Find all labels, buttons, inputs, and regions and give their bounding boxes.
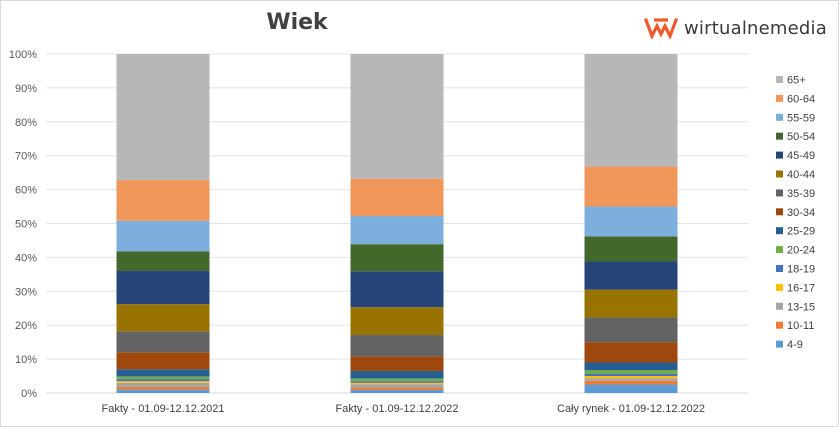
bar-segment [584, 261, 678, 290]
legend-swatch [776, 321, 783, 329]
legend-swatch [776, 94, 783, 102]
bar-segment [350, 356, 444, 371]
brand-name: wirtualnemedia [684, 17, 827, 39]
bar-segment [116, 220, 210, 252]
legend-swatch [776, 170, 783, 178]
legend-swatch [776, 302, 783, 310]
legend-swatch [776, 340, 783, 348]
legend-swatch [776, 227, 783, 235]
x-category-label: Fakty - 01.09-12.12.2021 [102, 403, 225, 415]
legend-label: 4-9 [787, 339, 803, 351]
chart-title: Wiek [266, 10, 328, 35]
y-tick-label: 50% [15, 219, 37, 231]
bar-segment [584, 362, 678, 371]
legend-swatch [776, 151, 783, 159]
y-tick-label: 70% [15, 151, 37, 163]
legend-label: 45-49 [787, 150, 815, 162]
bar-segment [350, 370, 444, 379]
y-tick-label: 20% [15, 320, 37, 332]
y-tick-label: 80% [15, 117, 37, 129]
legend-swatch [776, 208, 783, 216]
bar-segment [584, 54, 678, 167]
bar-segment [116, 251, 210, 271]
bar-segment [116, 379, 210, 382]
legend-label: 55-59 [787, 112, 815, 124]
legend-label: 16-17 [787, 282, 815, 294]
bar-segment [584, 317, 678, 343]
bar-segment [584, 376, 678, 379]
bar-segment [350, 382, 444, 385]
legend-label: 65+ [787, 75, 806, 87]
legend-label: 25-29 [787, 226, 815, 238]
bar-segment [584, 206, 678, 237]
legend-label: 10-11 [787, 320, 814, 332]
bar-segment [350, 381, 444, 383]
bar-segment [350, 271, 444, 308]
bar-segment [350, 387, 444, 390]
wirtualnemedia-logo-icon [644, 17, 678, 39]
y-tick-label: 100% [9, 49, 37, 61]
legend-swatch [776, 283, 783, 291]
bar-segment [350, 244, 444, 272]
bar-segment [116, 180, 210, 221]
bar-segment [116, 352, 210, 370]
legend-swatch [776, 189, 783, 197]
bar-segment [584, 384, 678, 393]
legend-label: 13-15 [787, 301, 815, 313]
bar-segment [116, 389, 210, 393]
bar-segment [584, 289, 678, 318]
legend-label: 35-39 [787, 188, 815, 200]
legend-swatch [776, 265, 783, 272]
bar-segment [584, 378, 678, 381]
bar-segment [350, 216, 444, 245]
x-category-label: Cały rynek - 01.09-12.12.2022 [557, 403, 705, 415]
bar-segment [584, 370, 678, 375]
y-tick-label: 10% [15, 354, 37, 366]
legend-label: 30-34 [787, 207, 815, 219]
y-tick-label: 60% [15, 185, 37, 197]
legend-swatch [776, 246, 783, 254]
bar-segment [116, 54, 210, 181]
bar-segment [584, 236, 678, 262]
bar-segment [584, 166, 678, 207]
bar-segment [116, 331, 210, 353]
bar-segment [116, 304, 210, 332]
bar-segment [116, 376, 210, 380]
legend-label: 20-24 [787, 245, 815, 257]
bar-segment [116, 270, 210, 305]
y-tick-label: 40% [15, 252, 37, 264]
y-tick-label: 90% [15, 83, 37, 95]
bar-segment [116, 381, 210, 383]
bar-segment [350, 178, 444, 217]
y-axis: 0% 10% 20% 30% 40% 50% 60% 70% 80% 90% 100% [9, 49, 37, 400]
x-category-label: Fakty - 01.09-12.12.2022 [336, 403, 459, 415]
legend-swatch [776, 113, 783, 121]
bar-segment [584, 342, 678, 363]
bar-segment [116, 369, 210, 377]
legend-swatch [776, 132, 783, 140]
bar-segment [350, 335, 444, 357]
brand-logo: wirtualnemedia [644, 14, 827, 42]
x-axis: Fakty - 01.09-12.12.2021 Fakty - 01.09-12… [102, 403, 705, 415]
bar-segment [584, 380, 678, 385]
legend-label: 60-64 [787, 93, 815, 105]
legend-label: 40-44 [787, 169, 815, 181]
bar-segment [116, 386, 210, 390]
bar-segment [350, 389, 444, 393]
bar-segment [116, 382, 210, 387]
legend: 65+ 60-64 55-59 50-54 45-49 40-44 35-39 30-34 25… [776, 75, 815, 351]
y-tick-label: 0% [21, 388, 37, 400]
bar-segment [584, 374, 678, 377]
y-tick-label: 30% [15, 286, 37, 298]
legend-label: 50-54 [787, 131, 815, 143]
bar-segment [350, 54, 444, 179]
legend-label: 18-19 [787, 264, 815, 276]
bars [116, 54, 678, 393]
bar-segment [350, 378, 444, 382]
legend-swatch [776, 76, 783, 83]
bar-segment [350, 384, 444, 388]
bar-segment [350, 307, 444, 336]
